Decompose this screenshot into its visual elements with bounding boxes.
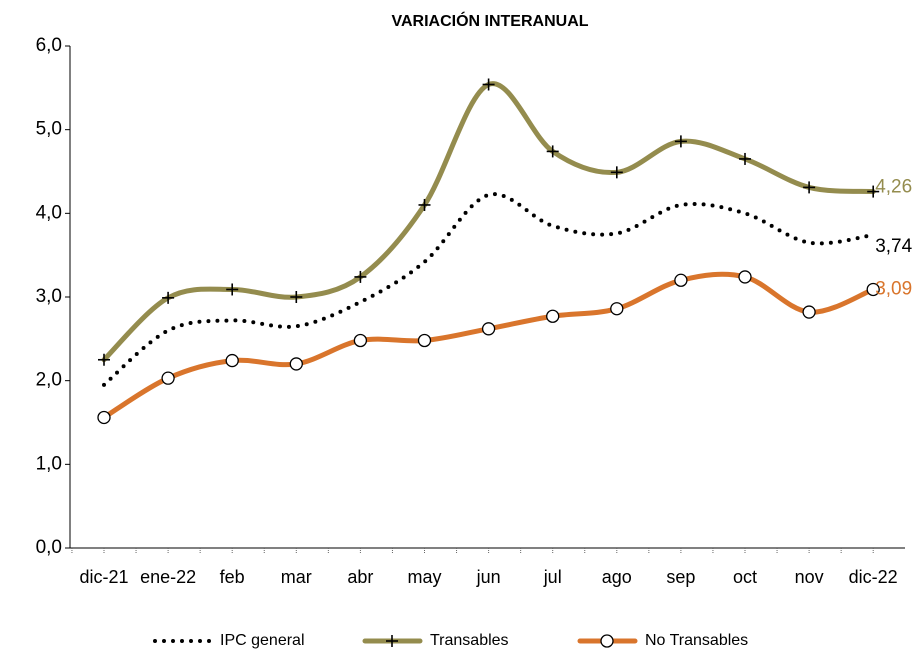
marker-plus [803, 181, 816, 194]
y-tick-label: 2,0 [36, 370, 62, 391]
legend-item: No Transables [577, 632, 748, 649]
marker-plus [290, 291, 303, 303]
x-tick-label: may [407, 567, 441, 587]
marker-plus [386, 635, 398, 647]
marker-plus [610, 166, 623, 179]
marker-circle [600, 634, 614, 648]
marker-circle [866, 282, 880, 297]
marker-circle [161, 371, 175, 385]
data-label: 4,26 [875, 177, 912, 198]
legend-label: IPC general [220, 632, 305, 649]
line [101, 81, 876, 363]
marker-plus [418, 198, 431, 211]
x-tick-label: jul [543, 567, 562, 587]
data-label: 3,74 [875, 236, 912, 257]
x-tick-label: dic-22 [849, 567, 898, 587]
marker-plus [546, 145, 559, 158]
line [101, 271, 876, 420]
legend-item: IPC general [153, 632, 305, 649]
marker-circle [610, 302, 624, 316]
marker-plus [98, 353, 110, 366]
legend-item: Transables [362, 632, 509, 649]
x-tick-label: abr [347, 567, 373, 587]
x-tick-label: oct [733, 567, 757, 587]
marker-circle [738, 270, 752, 284]
x-tick-label: jun [476, 567, 501, 587]
x-tick-label: feb [220, 567, 245, 587]
marker-circle [546, 309, 560, 323]
marker-circle [417, 333, 432, 348]
marker-plus [354, 270, 367, 283]
marker-circle [97, 410, 111, 425]
marker-plus [162, 291, 175, 304]
marker-circle [802, 305, 816, 319]
marker-plus [482, 78, 495, 91]
marker-plus [674, 135, 687, 148]
x-tick-label: ene-22 [140, 567, 196, 587]
x-tick-label: mar [281, 567, 312, 587]
marker-circle [481, 322, 496, 336]
y-tick-label: 3,0 [36, 286, 62, 307]
y-tick-label: 1,0 [36, 453, 62, 474]
marker-circle [289, 357, 303, 371]
chart-title: VARIACIÓN INTERANUAL [391, 11, 588, 30]
legend-label: Transables [430, 632, 509, 649]
x-tick-label: dic-21 [79, 567, 128, 587]
data-label: 3,09 [875, 278, 912, 299]
marker-plus [226, 283, 239, 296]
y-tick-label: 0,0 [36, 537, 62, 558]
marker-circle [674, 273, 688, 287]
y-tick-label: 4,0 [36, 202, 62, 223]
x-tick-label: nov [795, 567, 824, 587]
marker-circle [225, 353, 239, 368]
x-tick-label: sep [666, 567, 695, 587]
legend-label: No Transables [645, 632, 748, 649]
marker-circle [353, 333, 368, 348]
marker-plus [739, 152, 751, 165]
marker-plus [867, 185, 880, 198]
y-tick-label: 5,0 [36, 119, 62, 140]
y-tick-label: 6,0 [36, 35, 62, 56]
x-tick-label: ago [602, 567, 632, 587]
